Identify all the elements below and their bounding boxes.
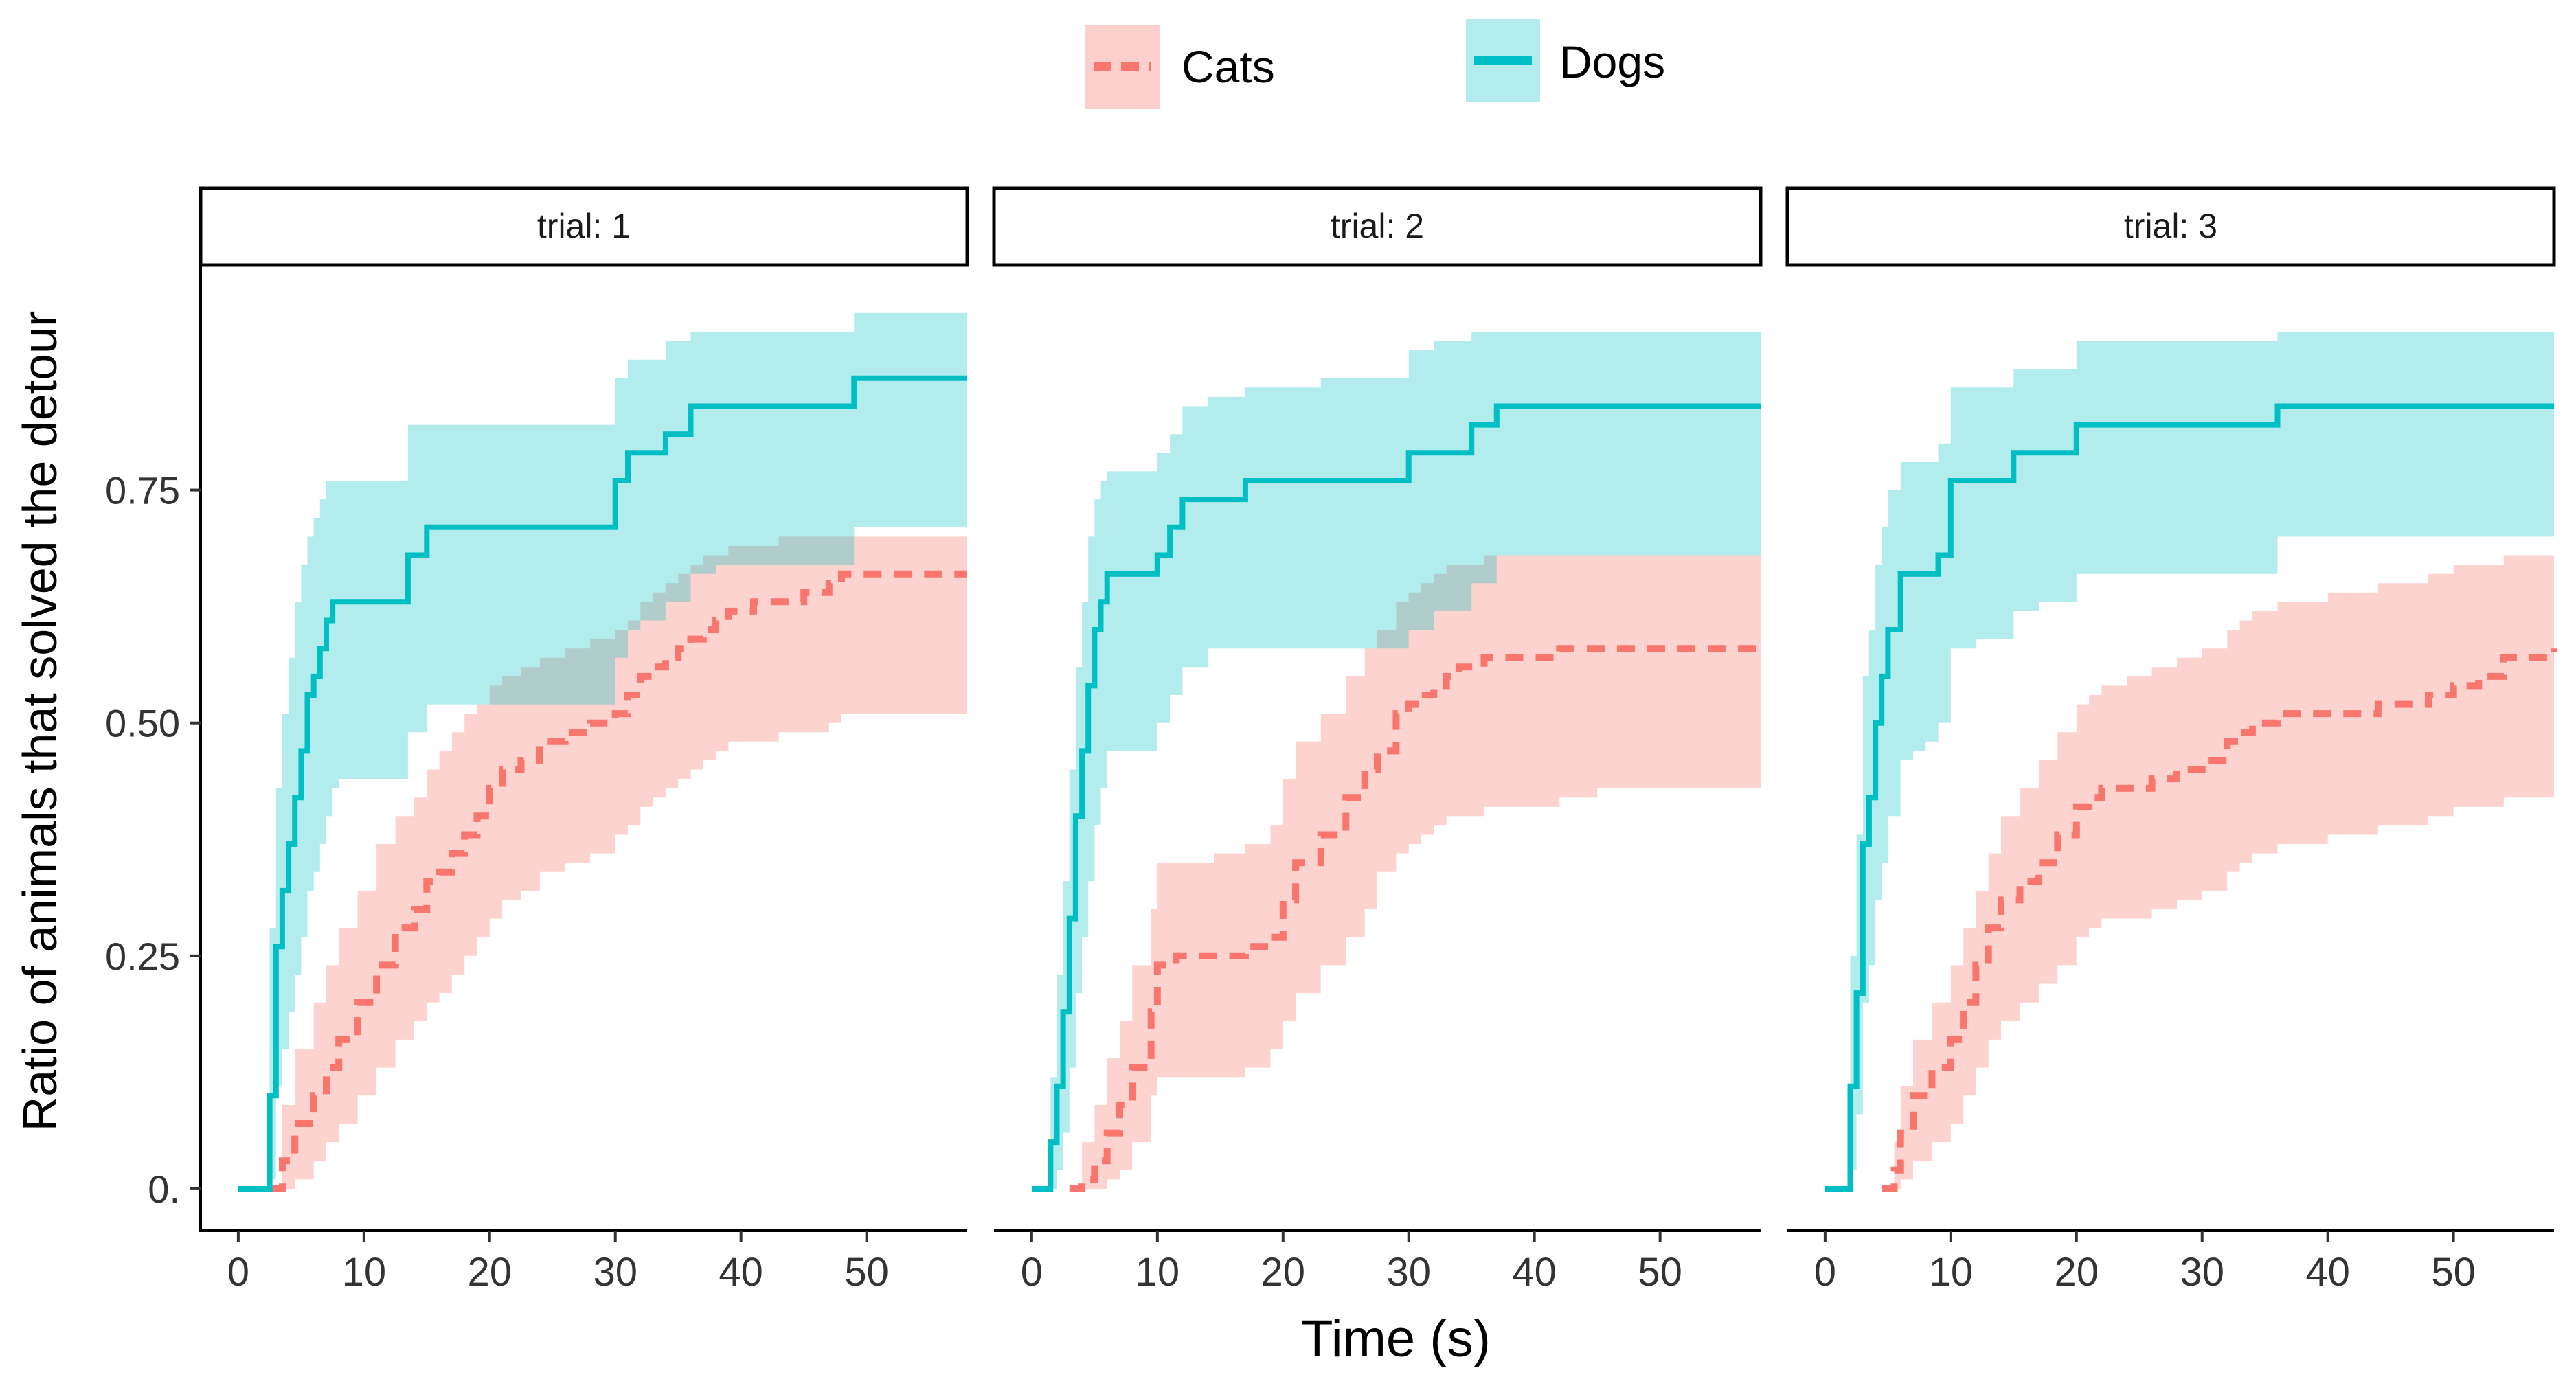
x-tick-label: 40 (1512, 1250, 1557, 1295)
x-tick-label: 50 (1638, 1250, 1682, 1295)
x-tick-label: 50 (844, 1250, 889, 1295)
cats-confidence-band (1882, 555, 2554, 1189)
legend: Cats Dogs (1085, 19, 1665, 109)
panel-strip-label: trial: 3 (2124, 207, 2217, 245)
cats-confidence-band (269, 536, 968, 1189)
cats-step-line (269, 570, 967, 1192)
dogs-confidence-band (238, 312, 967, 1189)
y-tick-label: 0.75 (105, 469, 180, 512)
x-tick-label: 10 (1136, 1250, 1180, 1295)
panel-strip-label: trial: 2 (1331, 207, 1424, 245)
legend-label-dogs: Dogs (1559, 36, 1665, 87)
x-tick-label: 20 (2055, 1250, 2099, 1295)
panel-trial-2: trial: 2 0 10 20 30 40 50 (992, 186, 1763, 1295)
dogs-confidence-band (1824, 332, 2554, 1189)
x-tick-label: 40 (719, 1250, 763, 1295)
dogs-step-line (1824, 403, 2554, 1192)
x-tick-label: 30 (593, 1250, 637, 1295)
legend-label-cats: Cats (1182, 41, 1275, 92)
x-tick-label: 50 (2431, 1250, 2476, 1295)
panel-strip (199, 186, 969, 267)
panel-strip (1785, 186, 2556, 267)
cats-step-line (1882, 648, 2557, 1192)
dogs-step-line (1031, 403, 1761, 1192)
x-tick-label: 20 (468, 1250, 512, 1295)
x-tick-label: 0 (1021, 1250, 1043, 1295)
x-tick-label: 30 (2180, 1250, 2224, 1295)
x-tick-label: 0 (227, 1250, 249, 1295)
cats-step-line (1069, 645, 1761, 1192)
panel-strip-label: trial: 1 (537, 207, 631, 245)
y-axis-title: Ratio of animals that solved the detour (13, 311, 67, 1132)
x-axis-title: Time (s) (1301, 1310, 1491, 1368)
y-tick-label: 0.50 (105, 702, 180, 745)
x-tick-label: 10 (342, 1250, 387, 1295)
cats-confidence-band (1069, 555, 1761, 1189)
panel-trial-1: trial: 1 0 10 20 30 40 50 (199, 186, 969, 1295)
panel-strip (992, 186, 1763, 267)
x-tick-label: 10 (1929, 1250, 1974, 1295)
dogs-confidence-band (1031, 332, 1761, 1189)
x-tick-label: 0 (1814, 1250, 1836, 1295)
dogs-step-line (238, 375, 967, 1192)
y-axis: 0. 0.25 0.50 0.75 (105, 265, 202, 1232)
x-tick-label: 20 (1261, 1250, 1306, 1295)
x-tick-label: 40 (2305, 1250, 2350, 1295)
y-tick-label: 0.25 (105, 935, 180, 978)
x-tick-label: 30 (1386, 1250, 1431, 1295)
y-tick-label: 0. (148, 1167, 180, 1211)
panel-trial-3: trial: 3 0 10 20 30 40 50 (1785, 186, 2557, 1295)
